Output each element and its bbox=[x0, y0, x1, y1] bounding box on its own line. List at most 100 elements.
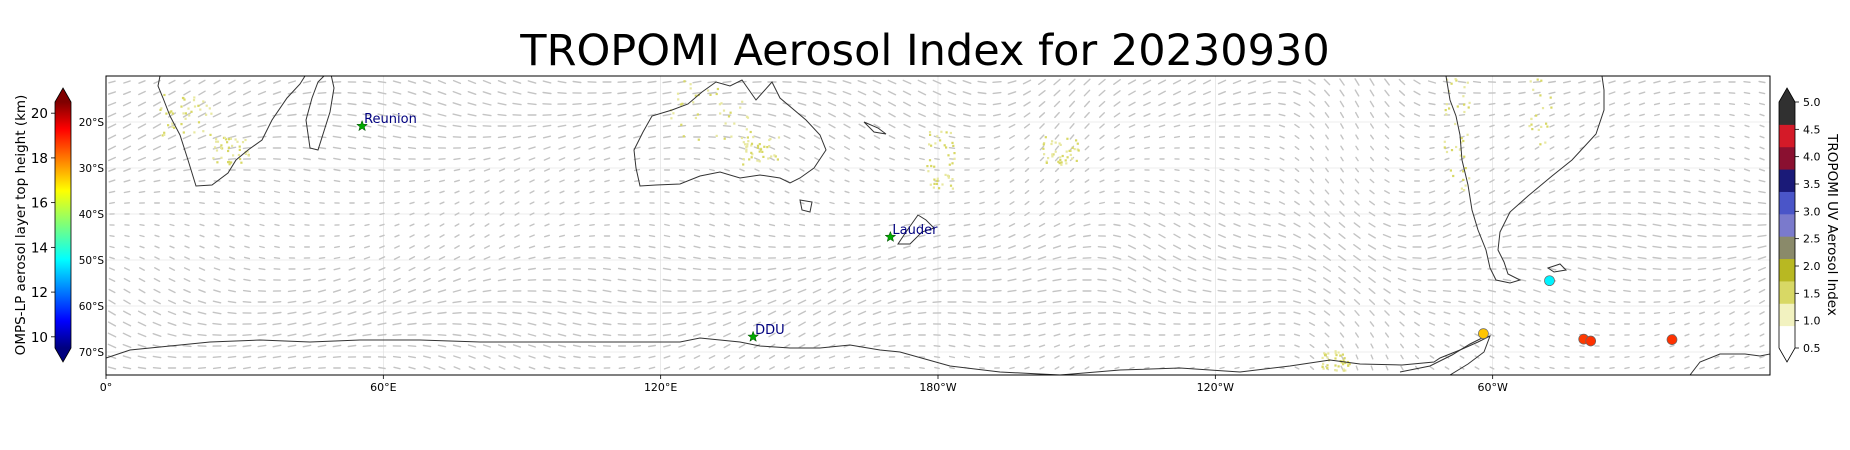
wind-arrow bbox=[168, 90, 176, 96]
wind-arrow bbox=[452, 113, 462, 117]
wind-arrow bbox=[1443, 200, 1451, 206]
aerosol-pixel bbox=[160, 107, 163, 110]
wind-arrow bbox=[663, 256, 671, 260]
wind-arrow bbox=[1069, 190, 1075, 194]
wind-arrow bbox=[799, 190, 805, 194]
wind-arrow bbox=[1293, 222, 1301, 228]
wind-arrow bbox=[1759, 146, 1765, 150]
wind-arrow bbox=[1488, 211, 1496, 217]
wind-arrow bbox=[168, 267, 176, 271]
wind-arrow bbox=[167, 310, 177, 316]
wind-arrow bbox=[1504, 322, 1510, 326]
wind-arrow bbox=[994, 179, 1000, 183]
aerosol-pixel bbox=[1043, 142, 1046, 145]
wind-arrow bbox=[242, 90, 252, 96]
wind-arrow bbox=[227, 366, 237, 370]
wind-arrow bbox=[1579, 157, 1585, 161]
wind-arrow bbox=[754, 223, 760, 227]
wind-arrow bbox=[303, 268, 311, 270]
wind-arrow bbox=[527, 80, 537, 84]
wind-arrow bbox=[574, 223, 580, 227]
wind-arrow bbox=[694, 201, 700, 205]
wind-arrow bbox=[453, 278, 461, 282]
aerosol-pixel bbox=[1551, 40, 1553, 42]
wind-arrow bbox=[257, 333, 267, 337]
wind-arrow bbox=[1384, 123, 1390, 129]
wind-arrow bbox=[1144, 366, 1150, 370]
aerosol-pixel bbox=[1460, 141, 1463, 144]
wind-arrow bbox=[692, 322, 702, 326]
aerosol-pixel bbox=[929, 183, 932, 186]
aerosol-pixel bbox=[227, 138, 230, 141]
wind-arrow bbox=[1309, 344, 1315, 348]
wind-arrow bbox=[1727, 256, 1737, 260]
wind-arrow bbox=[183, 179, 191, 183]
wind-arrow bbox=[1292, 267, 1302, 271]
wind-arrow bbox=[692, 311, 702, 315]
right-colorbar-segment bbox=[1779, 146, 1795, 170]
wind-arrow bbox=[182, 333, 192, 337]
wind-arrow bbox=[1758, 277, 1766, 283]
wind-arrow bbox=[1174, 355, 1180, 359]
wind-arrow bbox=[392, 113, 402, 117]
wind-arrow bbox=[1518, 91, 1526, 95]
wind-arrow bbox=[1624, 157, 1630, 161]
wind-arrow bbox=[1729, 355, 1735, 359]
wind-arrow bbox=[707, 91, 717, 95]
wind-arrow bbox=[1098, 212, 1106, 216]
wind-arrow bbox=[377, 124, 387, 128]
wind-arrow bbox=[632, 312, 642, 314]
wind-arrow bbox=[1189, 190, 1195, 194]
wind-arrow bbox=[1277, 245, 1287, 249]
wind-arrow bbox=[558, 257, 566, 259]
wind-arrow bbox=[617, 267, 627, 271]
wind-arrow bbox=[557, 124, 567, 128]
wind-arrow bbox=[948, 113, 956, 117]
wind-arrow bbox=[302, 80, 312, 84]
wind-arrow bbox=[1384, 310, 1390, 316]
aerosol-pixel bbox=[1324, 353, 1327, 356]
wind-arrow bbox=[782, 113, 792, 117]
right-colorbar-tick-label: 4.5 bbox=[1803, 123, 1821, 136]
wind-arrow bbox=[994, 157, 1000, 161]
wind-arrow bbox=[1609, 157, 1615, 161]
wind-arrow bbox=[708, 234, 716, 238]
wind-arrow bbox=[1202, 244, 1212, 250]
wind-arrow bbox=[377, 322, 387, 326]
wind-arrow bbox=[1294, 200, 1300, 206]
wind-arrow bbox=[1353, 265, 1361, 273]
wind-arrow bbox=[1758, 168, 1766, 172]
wind-arrow bbox=[859, 367, 865, 369]
wind-arrow bbox=[784, 366, 790, 370]
wind-arrow bbox=[332, 311, 342, 315]
wind-arrow bbox=[647, 301, 657, 303]
wind-arrow bbox=[167, 134, 177, 140]
wind-arrow bbox=[647, 267, 657, 271]
wind-arrow bbox=[1084, 190, 1090, 194]
wind-arrow bbox=[812, 267, 822, 271]
wind-arrow bbox=[1217, 79, 1227, 85]
aerosol-pixel bbox=[1047, 157, 1050, 160]
wind-arrow bbox=[1293, 322, 1301, 326]
wind-arrow bbox=[767, 102, 777, 106]
wind-arrow bbox=[829, 157, 835, 161]
wind-arrow bbox=[1489, 179, 1495, 183]
right-colorbar-tick-label: 2.0 bbox=[1803, 260, 1821, 273]
wind-arrow bbox=[602, 333, 612, 337]
wind-arrow bbox=[453, 157, 461, 161]
wind-arrow bbox=[978, 356, 986, 358]
wind-arrow bbox=[903, 234, 911, 238]
wind-arrow bbox=[1593, 102, 1601, 106]
wind-arrow bbox=[213, 267, 221, 271]
wind-arrow bbox=[977, 80, 987, 84]
wind-arrow bbox=[679, 223, 685, 227]
wind-arrow bbox=[407, 124, 417, 128]
wind-arrow bbox=[948, 124, 956, 128]
wind-arrow bbox=[559, 201, 565, 205]
wind-arrow bbox=[454, 212, 460, 216]
wind-arrow bbox=[1294, 157, 1300, 161]
wind-arrow bbox=[963, 333, 971, 337]
wind-arrow bbox=[1654, 366, 1660, 370]
wind-arrow bbox=[1309, 189, 1315, 195]
